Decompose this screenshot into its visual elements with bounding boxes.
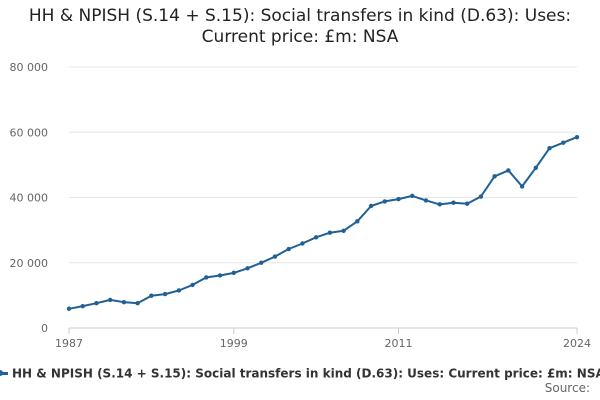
data-point [437, 202, 442, 207]
y-tick-label: 40 000 [10, 192, 49, 205]
data-point [300, 241, 305, 246]
data-point [382, 199, 387, 204]
data-point [423, 198, 429, 203]
data-point [547, 146, 552, 151]
data-point [190, 282, 195, 288]
data-point [519, 184, 525, 189]
x-tick-label: 1999 [220, 337, 248, 350]
data-point [107, 297, 113, 303]
data-point [355, 219, 360, 224]
data-point [272, 254, 278, 259]
data-point [327, 230, 333, 235]
data-point [162, 291, 168, 297]
data-point [506, 168, 511, 173]
data-point [176, 288, 182, 293]
data-point [492, 174, 497, 179]
data-point [217, 273, 223, 278]
data-point [149, 293, 154, 298]
data-point [341, 228, 346, 233]
legend: HH & NPISH (S.14 + S.15): Social transfe… [0, 360, 600, 382]
data-point [245, 266, 250, 271]
data-point [410, 193, 415, 199]
data-point [259, 260, 264, 265]
data-point [231, 270, 236, 276]
data-point [94, 301, 99, 306]
series-line [68, 136, 578, 310]
legend-label: HH & NPISH (S.14 + S.15): Social transfe… [12, 366, 600, 381]
data-point [533, 165, 539, 171]
data-point [66, 306, 72, 311]
data-point [121, 300, 127, 305]
y-tick-label: 20 000 [10, 257, 49, 270]
chart-title: HH & NPISH (S.14 + S.15): Social transfe… [28, 6, 572, 47]
gridlines [69, 66, 577, 264]
data-point [80, 303, 85, 309]
data-point [368, 203, 374, 209]
series-layer [68, 136, 578, 310]
y-tick-label: 60 000 [10, 126, 49, 139]
data-point [286, 246, 291, 252]
data-point [464, 201, 470, 206]
data-point [451, 200, 456, 205]
source-label: Source: [544, 381, 590, 395]
x-tick-label: 2024 [563, 337, 591, 350]
axes: 0 20 000 40 000 60 000 80 000 1987 1999 2011 202… [10, 61, 592, 350]
data-point [574, 134, 580, 140]
y-tick-label: 0 [41, 322, 48, 335]
data-point [313, 235, 319, 240]
data-point [561, 140, 566, 145]
data-point [396, 196, 401, 202]
data-point [478, 194, 484, 199]
legend-swatch [0, 370, 8, 376]
data-point [135, 301, 140, 306]
points-layer [66, 134, 580, 311]
x-tick-label: 1987 [55, 337, 83, 350]
x-tick-label: 2011 [385, 337, 413, 350]
data-point [204, 275, 209, 280]
y-tick-label: 80 000 [10, 61, 49, 74]
